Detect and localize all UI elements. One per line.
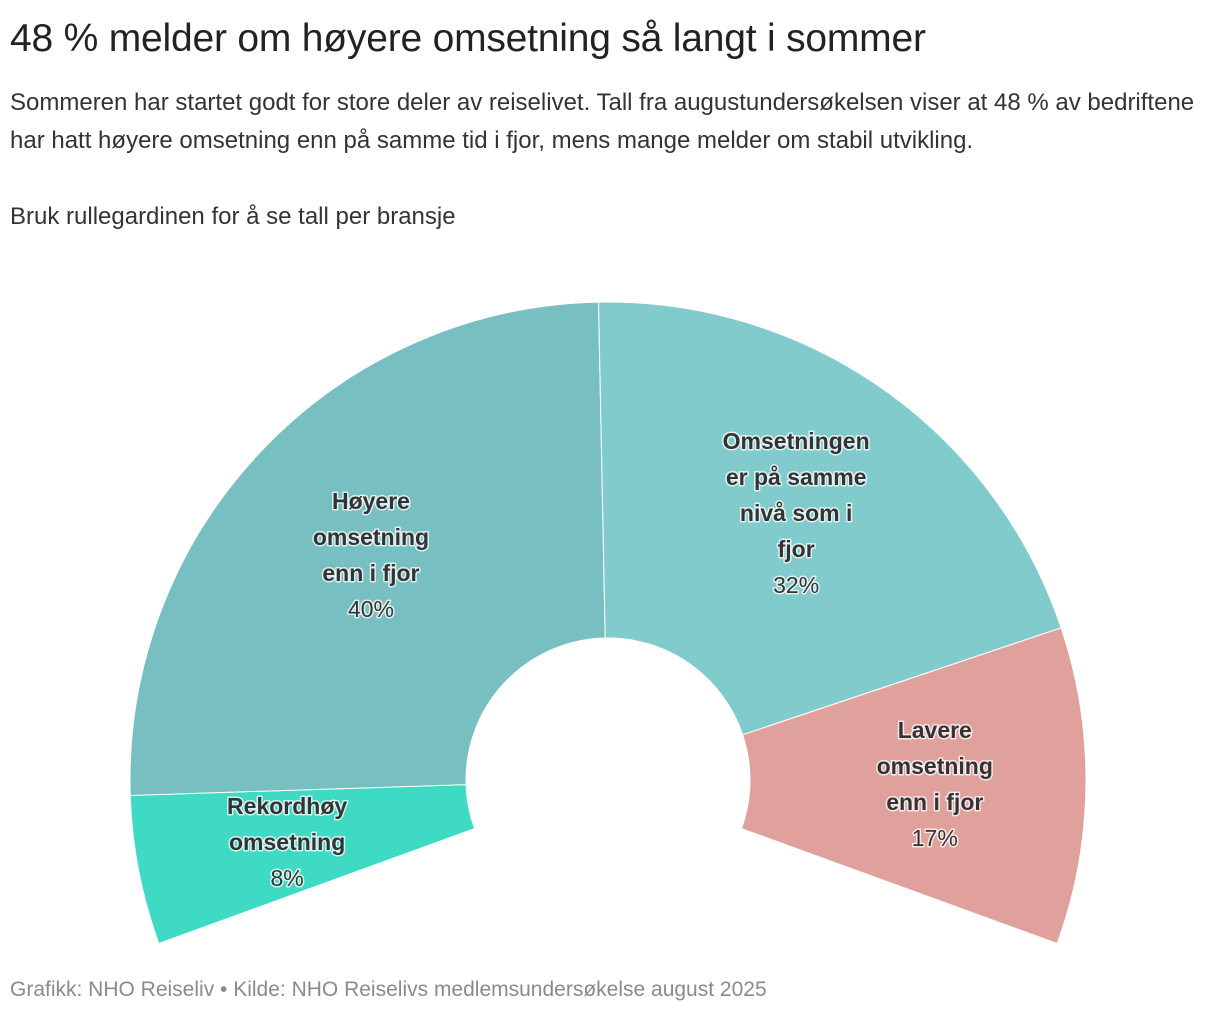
slice-category-label: omsetning: [313, 524, 429, 550]
semi-donut-chart: Rekordhøy omsetning 8% Høyere omsetning enn i…: [0, 290, 1220, 960]
chart-title: 48 % melder om høyere omsetning så langt…: [10, 17, 926, 60]
chart-credit: Grafikk: NHO Reiseliv • Kilde: NHO Reise…: [10, 978, 767, 1001]
slice-2[interactable]: [129, 301, 606, 796]
chart-svg: Rekordhøy omsetning 8% Høyere omsetning enn i…: [129, 301, 1087, 945]
slice-category-label: er på samme: [726, 464, 867, 490]
slice-4[interactable]: [740, 627, 1087, 945]
slice-label-2: Høyere omsetning enn i fjor 40%: [311, 487, 430, 624]
slice-category-label: Høyere: [332, 488, 410, 514]
slice-value-label: 8%: [271, 865, 304, 891]
slice-label-3: Omsetningen er på samme nivå som i fjor 32%: [721, 426, 871, 599]
dropdown-instruction: Bruk rullegardinen for å se tall per bra…: [10, 203, 456, 230]
slice-value-label: 17%: [912, 825, 958, 851]
slice-category-label: Lavere: [898, 717, 972, 743]
chart-header: 48 % melder om høyere omsetning så langt…: [10, 14, 1200, 236]
slice-value-label: 32%: [773, 572, 819, 598]
slice-label-1: Rekordhøy omsetning 8%: [226, 791, 349, 892]
slice-value-label: 40%: [348, 596, 394, 622]
chart-subtitle: Sommeren har startet godt for store dele…: [10, 89, 1195, 154]
slice-category-label: Rekordhøy: [227, 793, 347, 819]
slice-category-label: nivå som i: [740, 500, 852, 526]
slice-category-label: omsetning: [877, 753, 993, 779]
slice-category-label: omsetning: [229, 829, 345, 855]
slice-category-label: enn i fjor: [322, 560, 419, 586]
slice-category-label: enn i fjor: [886, 789, 983, 815]
slice-label-4: Lavere omsetning enn i fjor 17%: [875, 716, 994, 853]
slice-category-label: fjor: [778, 536, 815, 562]
slice-3[interactable]: [598, 301, 1062, 736]
slice-category-label: Omsetningen: [723, 428, 870, 454]
